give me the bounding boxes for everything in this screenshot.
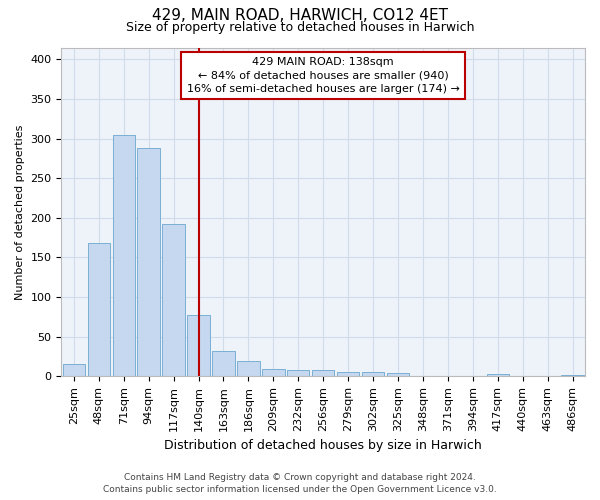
Bar <box>62 364 85 376</box>
Y-axis label: Number of detached properties: Number of detached properties <box>15 124 25 300</box>
Bar <box>487 374 509 376</box>
Bar <box>387 373 409 376</box>
Text: Contains HM Land Registry data © Crown copyright and database right 2024.
Contai: Contains HM Land Registry data © Crown c… <box>103 472 497 494</box>
Bar <box>187 314 210 376</box>
Bar <box>212 351 235 376</box>
Bar <box>88 243 110 376</box>
Bar <box>137 148 160 376</box>
Text: Size of property relative to detached houses in Harwich: Size of property relative to detached ho… <box>126 21 474 34</box>
Bar <box>562 374 584 376</box>
Text: 429 MAIN ROAD: 138sqm
← 84% of detached houses are smaller (940)
16% of semi-det: 429 MAIN ROAD: 138sqm ← 84% of detached … <box>187 58 460 94</box>
Bar <box>163 224 185 376</box>
Bar <box>287 370 310 376</box>
X-axis label: Distribution of detached houses by size in Harwich: Distribution of detached houses by size … <box>164 440 482 452</box>
Bar <box>337 372 359 376</box>
Bar <box>312 370 334 376</box>
Bar <box>113 134 135 376</box>
Bar <box>237 362 260 376</box>
Text: 429, MAIN ROAD, HARWICH, CO12 4ET: 429, MAIN ROAD, HARWICH, CO12 4ET <box>152 8 448 22</box>
Bar <box>262 369 284 376</box>
Bar <box>362 372 384 376</box>
